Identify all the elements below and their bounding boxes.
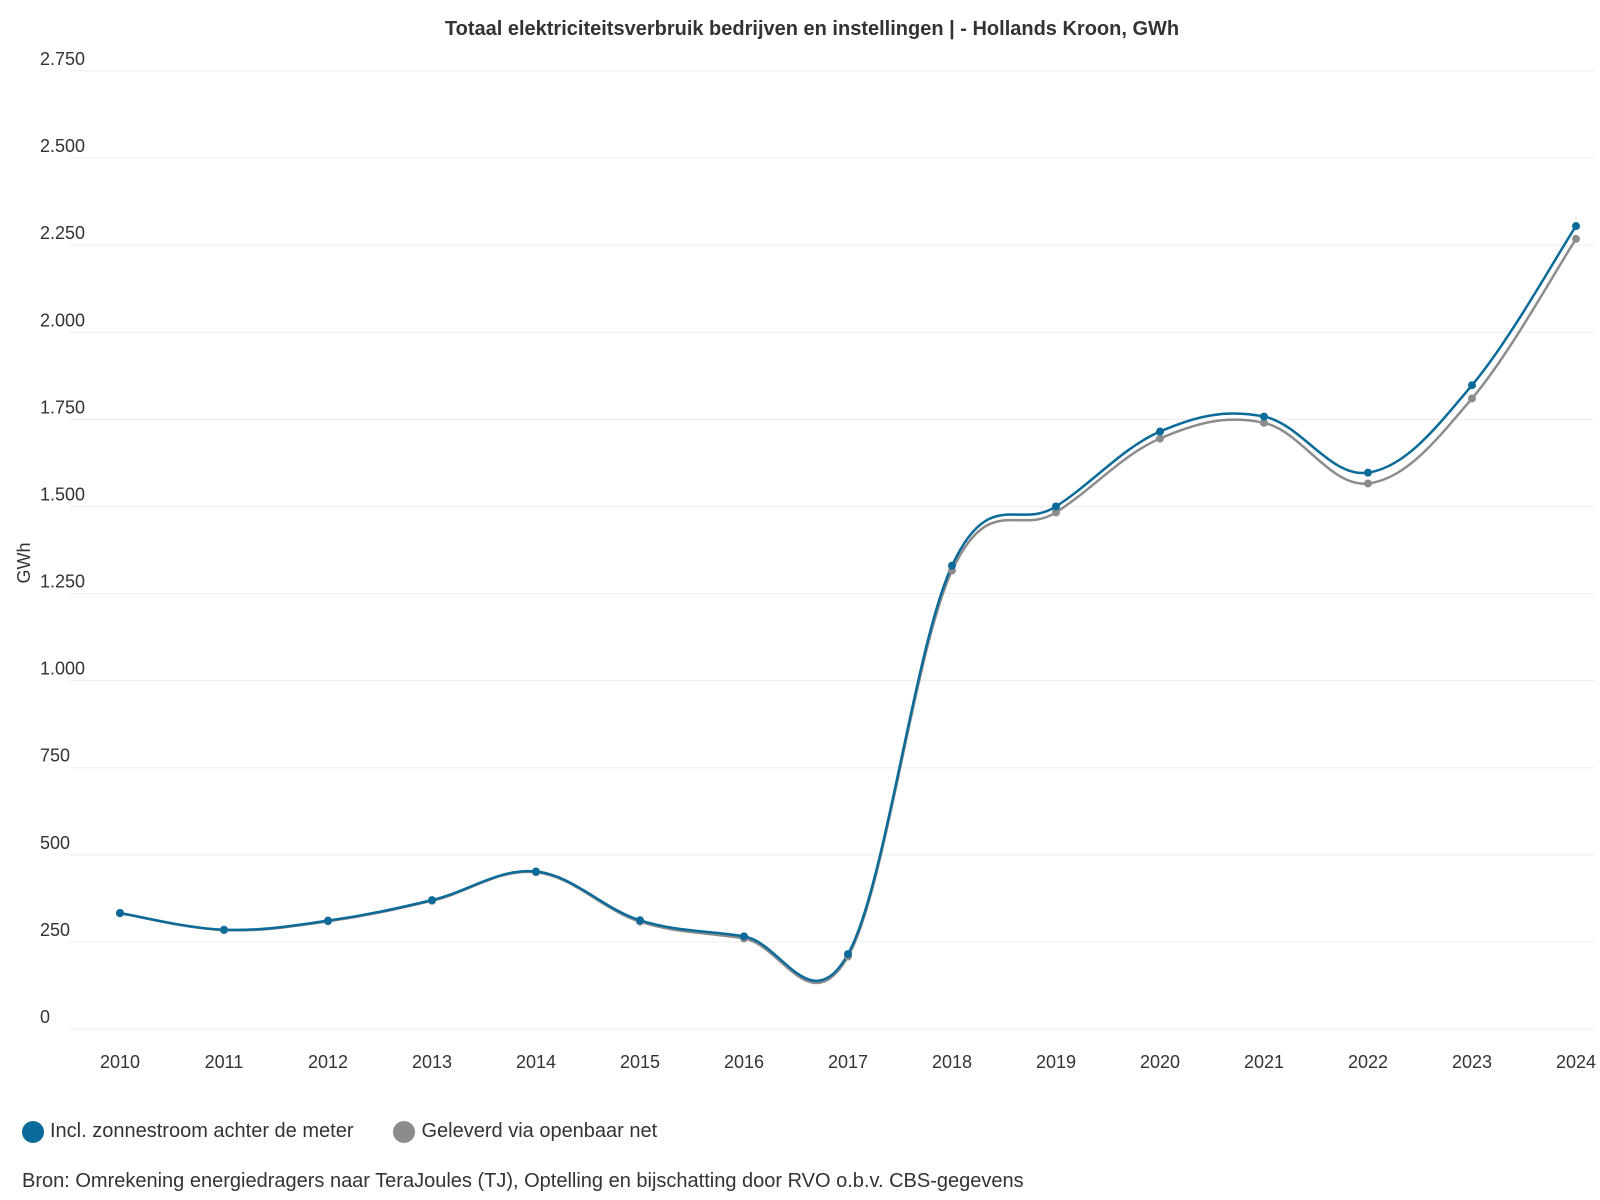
chart: Totaal elektriciteitsverbruik bedrijven … bbox=[14, 18, 1596, 1072]
y-tick-label: 250 bbox=[40, 920, 70, 940]
data-point-geleverd bbox=[1260, 418, 1268, 427]
x-tick-label: 2010 bbox=[100, 1052, 140, 1072]
data-points bbox=[116, 222, 1580, 961]
y-tick-label: 2.500 bbox=[40, 136, 85, 156]
x-tick-label: 2013 bbox=[412, 1052, 452, 1072]
x-tick-label: 2015 bbox=[620, 1052, 660, 1072]
y-tick-label: 2.750 bbox=[40, 49, 85, 69]
data-point-incl-zonnestroom bbox=[636, 916, 644, 925]
x-tick-label: 2016 bbox=[724, 1052, 764, 1072]
legend-label: Geleverd via openbaar net bbox=[421, 1120, 658, 1142]
y-tick-label: 1.500 bbox=[40, 484, 85, 504]
data-point-incl-zonnestroom bbox=[220, 925, 228, 934]
y-tick-label: 750 bbox=[40, 746, 70, 766]
y-tick-label: 2.250 bbox=[40, 223, 85, 243]
data-point-geleverd bbox=[1156, 434, 1164, 443]
data-point-incl-zonnestroom bbox=[948, 561, 956, 570]
data-point-incl-zonnestroom bbox=[1260, 412, 1268, 421]
y-tick-label: 1.250 bbox=[40, 572, 85, 592]
data-point-incl-zonnestroom bbox=[116, 908, 124, 917]
legend-item-incl-zonnestroom[interactable]: Incl. zonnestroom achter de meter bbox=[22, 1120, 353, 1143]
series-line-geleverd bbox=[119, 238, 1578, 985]
x-tick-label: 2019 bbox=[1036, 1052, 1076, 1072]
data-point-incl-zonnestroom bbox=[1468, 381, 1476, 390]
y-tick-label: 2.000 bbox=[40, 310, 85, 330]
source-note: Bron: Omrekening energiedragers naar Ter… bbox=[22, 1170, 1024, 1192]
series-line-incl-zonnestroom bbox=[119, 225, 1578, 982]
chart-title: Totaal elektriciteitsverbruik bedrijven … bbox=[445, 18, 1179, 40]
data-point-incl-zonnestroom bbox=[1156, 427, 1164, 436]
data-point-geleverd bbox=[1364, 479, 1372, 488]
legend-label: Incl. zonnestroom achter de meter bbox=[50, 1120, 354, 1142]
data-point-incl-zonnestroom bbox=[1572, 222, 1580, 231]
x-tick-label: 2012 bbox=[308, 1052, 348, 1072]
x-tick-label: 2022 bbox=[1348, 1052, 1388, 1072]
x-tick-label: 2011 bbox=[205, 1052, 244, 1072]
data-point-incl-zonnestroom bbox=[844, 950, 852, 959]
y-axis-label: GWh bbox=[14, 542, 34, 583]
legend: Incl. zonnestroom achter de meter Geleve… bbox=[22, 1120, 697, 1143]
y-tick-labels: 0 250 500 750 1.000 1.250 1.500 1.750 2.000 2.250… bbox=[40, 49, 85, 1027]
x-tick-label: 2023 bbox=[1452, 1052, 1492, 1072]
x-tick-label: 2014 bbox=[516, 1052, 556, 1072]
legend-dot-blue bbox=[22, 1120, 44, 1143]
y-tick-label: 500 bbox=[40, 833, 70, 853]
x-tick-label: 2017 bbox=[828, 1052, 868, 1072]
data-point-geleverd bbox=[1052, 508, 1060, 517]
data-point-incl-zonnestroom bbox=[1364, 468, 1372, 477]
grid-lines bbox=[70, 70, 1595, 1030]
data-point-incl-zonnestroom bbox=[740, 932, 748, 941]
data-point-geleverd bbox=[1468, 394, 1476, 403]
data-point-incl-zonnestroom bbox=[1052, 502, 1060, 511]
x-tick-label: 2018 bbox=[932, 1052, 972, 1072]
data-point-geleverd bbox=[1572, 234, 1580, 243]
x-tick-labels: 2010 2011 2012 2013 2014 2015 2016 2017 2018 2019… bbox=[100, 1052, 1596, 1072]
legend-dot-gray bbox=[393, 1120, 416, 1143]
y-tick-label: 0 bbox=[40, 1007, 50, 1027]
series-lines bbox=[119, 225, 1578, 985]
y-tick-label: 1.750 bbox=[40, 397, 85, 417]
legend-item-geleverd[interactable]: Geleverd via openbaar net bbox=[393, 1120, 657, 1143]
data-point-incl-zonnestroom bbox=[324, 916, 332, 925]
x-tick-label: 2021 bbox=[1244, 1052, 1284, 1072]
data-point-incl-zonnestroom bbox=[428, 896, 436, 905]
x-tick-label: 2020 bbox=[1140, 1052, 1180, 1072]
data-point-incl-zonnestroom bbox=[532, 867, 540, 876]
x-tick-label: 2024 bbox=[1556, 1052, 1596, 1072]
y-tick-label: 1.000 bbox=[40, 659, 85, 679]
